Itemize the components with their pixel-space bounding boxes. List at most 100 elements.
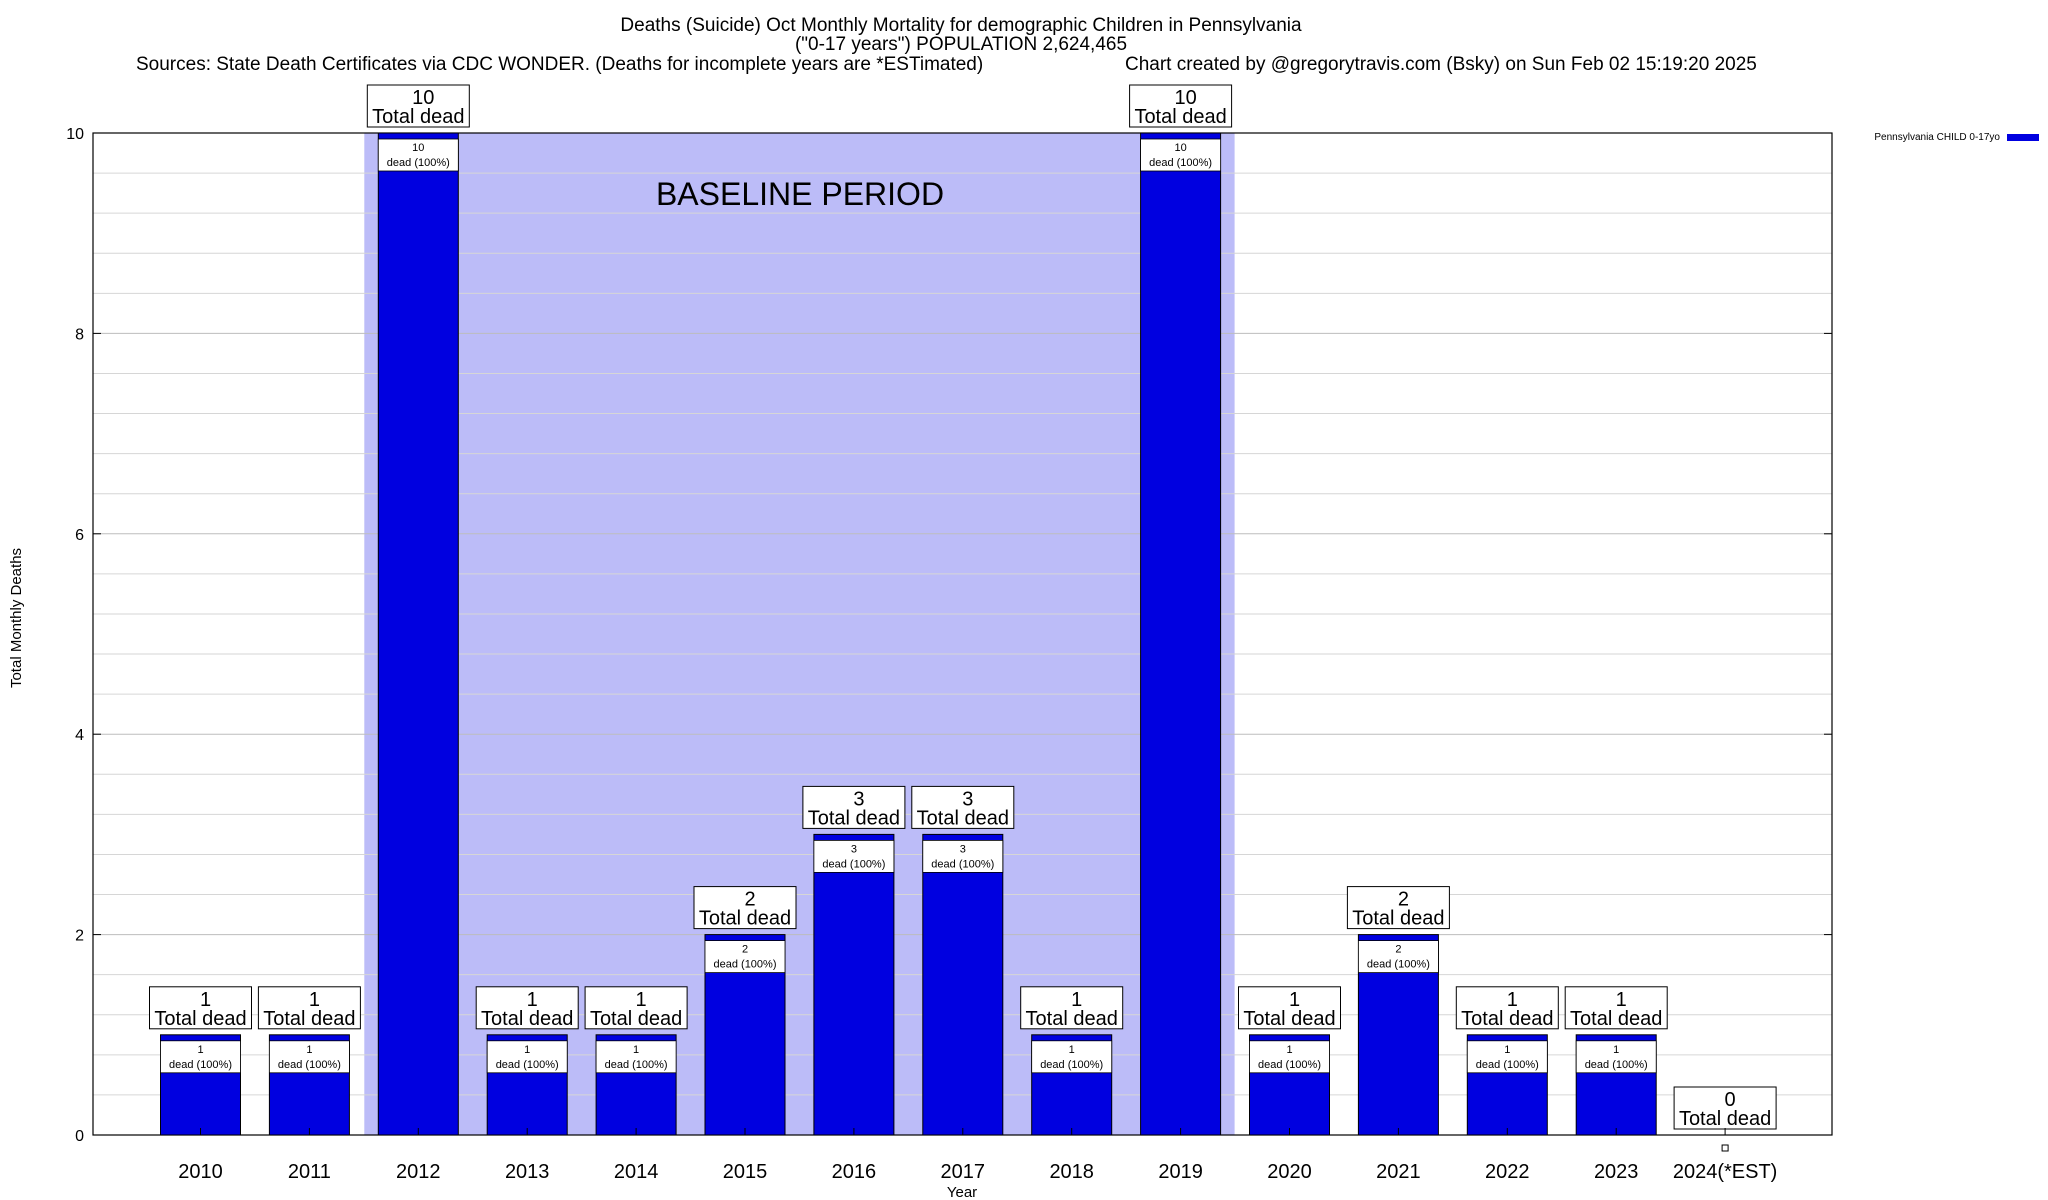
- y-tick-label: 8: [75, 326, 84, 343]
- bar-total-text: Total dead: [1352, 908, 1444, 930]
- bar-inner-text: dead (100%): [496, 1059, 559, 1071]
- x-tick-label: 2017: [941, 1161, 986, 1183]
- bar-total-text: Total dead: [1679, 1108, 1771, 1130]
- bar-total-value: 3: [853, 788, 864, 810]
- bar-inner-label: 1 dead (100%): [268, 1040, 350, 1074]
- bar-inner-label: 3 dead (100%): [813, 840, 895, 873]
- bar-total-text: Total dead: [917, 807, 1009, 829]
- bar-inner-value: 10: [1174, 142, 1186, 154]
- x-tick-label: 2011: [288, 1161, 331, 1183]
- bar-inner-label: 2 dead (100%): [704, 940, 786, 973]
- x-tick-label: 2015: [723, 1161, 768, 1183]
- bar-total-label-box: [1455, 986, 1559, 1030]
- bar-inner-value: 1: [1504, 1044, 1510, 1056]
- bar: [1140, 132, 1222, 1136]
- bar-inner-label-box: [268, 1040, 350, 1074]
- bar-inner-label-box: [1249, 1040, 1330, 1074]
- bar-inner-value: 10: [412, 142, 424, 154]
- bar-inner-text: dead (100%): [605, 1059, 668, 1071]
- x-tick-label: 2012: [396, 1161, 441, 1183]
- bar-total-label-box: [911, 785, 1015, 829]
- bar-inner-value: 1: [524, 1044, 530, 1056]
- bar-total-value: 2: [744, 889, 755, 911]
- y-tick-label: 0: [75, 1128, 84, 1145]
- bar-total-label-box: [1238, 986, 1341, 1030]
- bar-inner-label: 2 dead (100%): [1358, 940, 1439, 973]
- bar: [813, 833, 895, 1136]
- bar-total-text: Total dead: [481, 1008, 573, 1030]
- bar-inner-value: 3: [851, 843, 857, 855]
- bar-total-label-box: [1564, 986, 1668, 1030]
- legend-swatch: [2007, 134, 2039, 141]
- bar-total-label-box: [475, 986, 579, 1030]
- bar-inner-text: dead (100%): [387, 157, 450, 169]
- y-tick-label: 10: [66, 126, 84, 143]
- bar-total-text: Total dead: [263, 1008, 355, 1030]
- bar-inner-text: dead (100%): [822, 858, 885, 870]
- bar-inner-label-box: [1358, 940, 1439, 973]
- legend: Pennsylvania CHILD 0-17yo: [1874, 132, 2039, 143]
- bar-inner-label-box: [160, 1040, 241, 1074]
- x-tick-label: 2014: [614, 1161, 659, 1183]
- x-tick-label: 2024(*EST): [1673, 1161, 1778, 1183]
- bar-total-value: 3: [962, 788, 973, 810]
- chart-subtitle: ("0-17 years") POPULATION 2,624,465: [795, 34, 1127, 55]
- y-tick-label: 2: [75, 928, 84, 945]
- bar-total-label-box: [1346, 886, 1450, 930]
- bar-total-text: Total dead: [1134, 106, 1226, 128]
- bar-total-text: Total dead: [699, 908, 791, 930]
- bar-inner-label: 10 dead (100%): [1140, 138, 1221, 172]
- bar-inner-value: 1: [1286, 1044, 1292, 1056]
- bar-inner-label-box: [1575, 1040, 1657, 1074]
- bar-total-label-box: [1129, 84, 1233, 128]
- bar-inner-label-box: [1466, 1040, 1548, 1074]
- bar-inner-label-box: [377, 138, 459, 172]
- bar-total-value: 1: [1616, 989, 1627, 1011]
- bar: [922, 833, 1004, 1136]
- bar-total-value: 1: [636, 989, 647, 1011]
- bar-inner-text: dead (100%): [714, 959, 777, 971]
- bar-inner-text: dead (100%): [1476, 1059, 1539, 1071]
- bar-total-label-box: [584, 986, 688, 1030]
- bar-inner-label: 1 dead (100%): [1466, 1040, 1548, 1074]
- bar-inner-label: 1 dead (100%): [1575, 1040, 1657, 1074]
- bar-inner-label-box: [595, 1040, 677, 1074]
- chart-title: Deaths (Suicide) Oct Monthly Mortality f…: [620, 15, 1302, 36]
- zero-marker: [1721, 1144, 1729, 1152]
- bar-inner-text: dead (100%): [169, 1059, 232, 1071]
- baseline-period-label: BASELINE PERIOD: [656, 176, 944, 212]
- chart-sources: Sources: State Death Certificates via CD…: [136, 54, 983, 75]
- bar-inner-label-box: [1140, 138, 1221, 172]
- y-tick-label: 6: [75, 527, 84, 544]
- bar-inner-label: 3 dead (100%): [922, 840, 1004, 873]
- bar-inner-label: 1 dead (100%): [486, 1040, 568, 1074]
- bar-inner-text: dead (100%): [1367, 959, 1430, 971]
- bar-inner-text: dead (100%): [931, 858, 994, 870]
- y-tick-label: 4: [75, 727, 84, 744]
- x-tick-label: 2018: [1049, 1161, 1094, 1183]
- baseline-period-region: [364, 133, 1235, 1135]
- bar-total-label-box: [366, 84, 470, 128]
- x-tick-label: 2016: [832, 1161, 877, 1183]
- x-tick-label: 2013: [505, 1161, 550, 1183]
- bar-inner-value: 1: [633, 1044, 639, 1056]
- bar-total-label-box: [149, 986, 252, 1030]
- legend-entry-label: Pennsylvania CHILD 0-17yo: [1874, 132, 2000, 143]
- bar-inner-label-box: [486, 1040, 568, 1074]
- bar-total-value: 1: [1507, 989, 1518, 1011]
- bar-total-value: 0: [1725, 1089, 1736, 1111]
- bar-inner-value: 1: [1613, 1044, 1619, 1056]
- bar-inner-label: 1 dead (100%): [1249, 1040, 1330, 1074]
- bar-inner-label: 1 dead (100%): [595, 1040, 677, 1074]
